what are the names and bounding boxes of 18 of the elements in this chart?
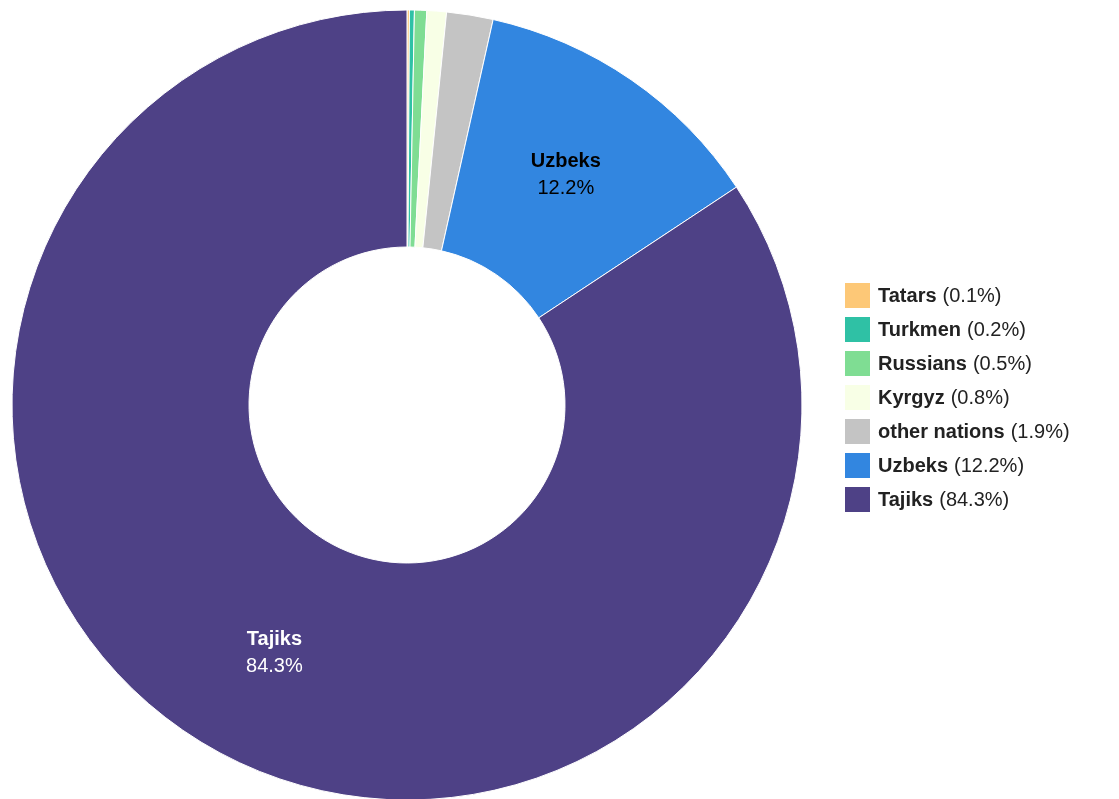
data-label: (84.3%): [939, 487, 1010, 510]
legend-label: other nations: [878, 419, 1005, 442]
text: 84.3%: [246, 653, 303, 676]
slice-label: Uzbeks: [530, 149, 601, 172]
slice-label: Tajiks: [246, 626, 303, 649]
legend-label: Turkmen: [878, 317, 961, 340]
data-label: (0.1%): [942, 283, 1002, 306]
data-label: (0.8%): [950, 385, 1010, 408]
data-label: (0.2%): [966, 317, 1026, 340]
text: 12.2%: [537, 176, 595, 199]
legend-label: Tajiks: [878, 487, 934, 510]
data-label: (0.5%): [972, 351, 1032, 374]
legend-label: Uzbeks: [878, 453, 949, 476]
data-label: (1.9%): [1010, 419, 1070, 442]
legend-label: Tatars: [878, 283, 937, 306]
data-label: (12.2%): [954, 453, 1025, 476]
legend-label: Russians: [878, 351, 967, 374]
legend-label: Kyrgyz: [878, 385, 945, 408]
